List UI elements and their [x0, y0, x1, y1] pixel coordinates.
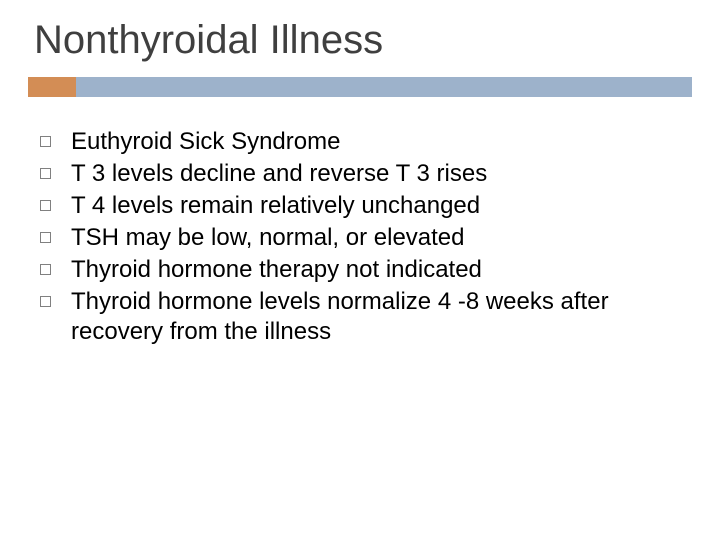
bullet-marker-icon	[40, 296, 51, 307]
bullet-marker-icon	[40, 136, 51, 147]
list-item: T 4 levels remain relatively unchanged	[40, 191, 692, 221]
bullet-list: Euthyroid Sick Syndrome T 3 levels decli…	[28, 127, 692, 347]
bullet-text: Euthyroid Sick Syndrome	[71, 127, 340, 157]
slide-container: Nonthyroidal Illness Euthyroid Sick Synd…	[0, 0, 720, 540]
bullet-marker-icon	[40, 232, 51, 243]
bullet-marker-icon	[40, 200, 51, 211]
bullet-marker-icon	[40, 264, 51, 275]
title-divider	[28, 77, 692, 97]
slide-title: Nonthyroidal Illness	[28, 18, 692, 63]
bullet-text: T 4 levels remain relatively unchanged	[71, 191, 480, 221]
list-item: T 3 levels decline and reverse T 3 rises	[40, 159, 692, 189]
list-item: TSH may be low, normal, or elevated	[40, 223, 692, 253]
list-item: Thyroid hormone levels normalize 4 -8 we…	[40, 287, 692, 347]
list-item: Euthyroid Sick Syndrome	[40, 127, 692, 157]
divider-main	[76, 77, 692, 97]
bullet-marker-icon	[40, 168, 51, 179]
bullet-text: Thyroid hormone therapy not indicated	[71, 255, 482, 285]
bullet-text: Thyroid hormone levels normalize 4 -8 we…	[71, 287, 692, 347]
list-item: Thyroid hormone therapy not indicated	[40, 255, 692, 285]
divider-accent	[28, 77, 76, 97]
bullet-text: T 3 levels decline and reverse T 3 rises	[71, 159, 487, 189]
bullet-text: TSH may be low, normal, or elevated	[71, 223, 465, 253]
